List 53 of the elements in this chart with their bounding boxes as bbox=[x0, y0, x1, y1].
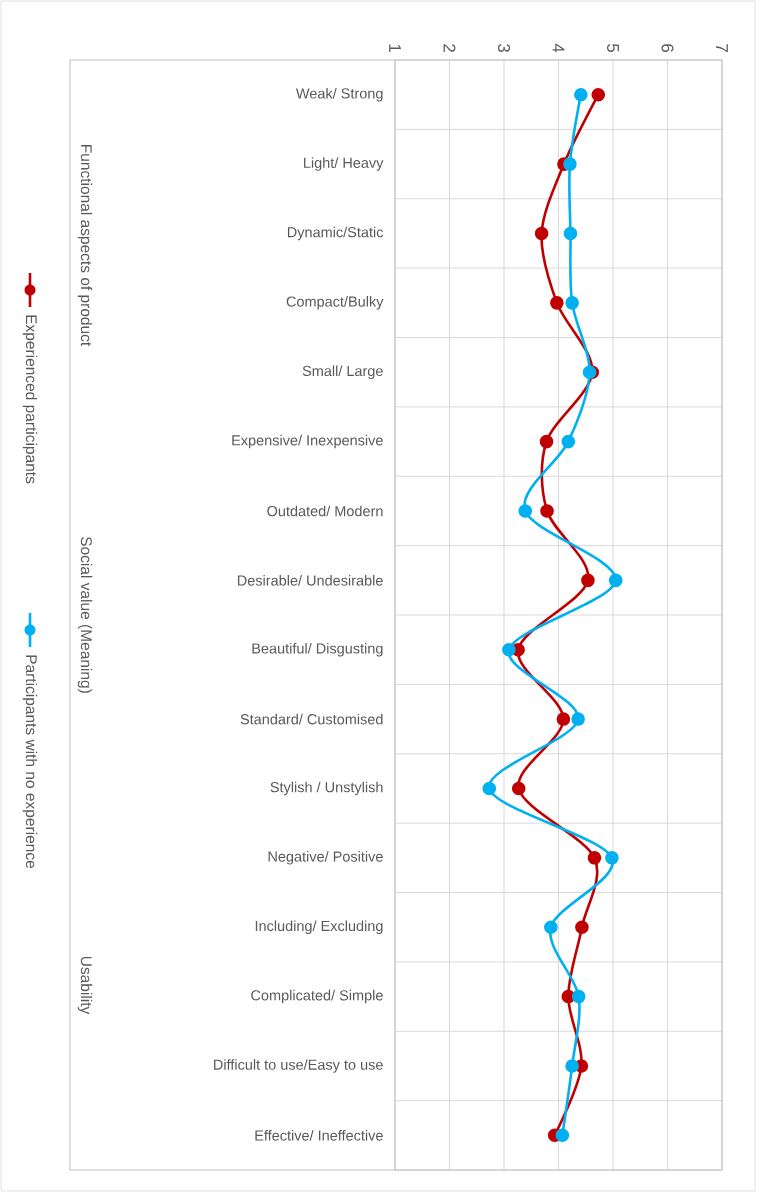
point bbox=[565, 296, 579, 310]
x-tick-label: 4 bbox=[552, 43, 565, 53]
y-tick-label: Dynamic/Static bbox=[287, 226, 384, 241]
text: Functional aspects of product bbox=[77, 145, 93, 347]
point bbox=[539, 434, 554, 449]
point bbox=[550, 296, 564, 310]
point bbox=[482, 781, 497, 796]
text: Social value (Meaning) bbox=[77, 536, 93, 693]
y-tick-label: Expensive/ Inexpensive bbox=[232, 434, 383, 449]
point bbox=[502, 642, 516, 657]
point bbox=[574, 87, 588, 102]
point bbox=[511, 781, 526, 796]
point bbox=[563, 157, 577, 171]
point bbox=[540, 504, 554, 518]
point bbox=[571, 712, 585, 726]
point bbox=[563, 226, 578, 241]
y-tick-label: Weak/ Strong bbox=[295, 87, 383, 102]
y-tick-label: Small/ Large bbox=[302, 365, 383, 379]
y-tick-label: Beautiful/ Disgusting bbox=[252, 642, 383, 657]
y-tick-label: Stylish / Unstylish bbox=[270, 781, 383, 796]
point bbox=[581, 573, 595, 588]
y-tick-label: Complicated/ Simple bbox=[251, 989, 383, 1004]
x-tick-label: 1 bbox=[389, 44, 401, 52]
point bbox=[587, 851, 602, 865]
point bbox=[608, 573, 623, 588]
y-tick-label: Standard/ Customised bbox=[240, 713, 383, 725]
x-tick-label: 5 bbox=[607, 43, 619, 53]
y-tick-label: Effective/ Ineffective bbox=[255, 1129, 383, 1141]
point bbox=[591, 87, 606, 102]
y-tick-label: Compact/Bulky bbox=[286, 296, 384, 310]
point bbox=[544, 920, 558, 934]
x-tick-label: 7 bbox=[716, 44, 728, 52]
y-tick-label: Negative/ Positive bbox=[268, 851, 383, 865]
x-tick-label: 3 bbox=[497, 43, 511, 52]
point bbox=[556, 712, 571, 726]
text: Usability bbox=[77, 956, 93, 1015]
point bbox=[575, 920, 589, 934]
y-tick-label: Difficult to use/Easy to use bbox=[214, 1059, 383, 1073]
point bbox=[565, 1059, 579, 1073]
point bbox=[518, 504, 533, 518]
legend-label: Experienced participants bbox=[22, 315, 38, 484]
point bbox=[555, 1128, 570, 1143]
y-tick-label: Desirable/ Undesirable bbox=[237, 575, 383, 586]
point bbox=[571, 989, 586, 1004]
point bbox=[534, 226, 549, 241]
point bbox=[605, 851, 619, 865]
legend-label: Participants with no experience bbox=[22, 655, 38, 868]
x-tick-label: 6 bbox=[661, 44, 674, 52]
x-tick-label: 2 bbox=[443, 44, 456, 52]
point bbox=[561, 434, 576, 449]
y-tick-label: Light/ Heavy bbox=[304, 157, 384, 171]
y-tick-label: Outdated/ Modern bbox=[267, 505, 383, 517]
y-tick-label: Including/ Excluding bbox=[255, 920, 383, 934]
